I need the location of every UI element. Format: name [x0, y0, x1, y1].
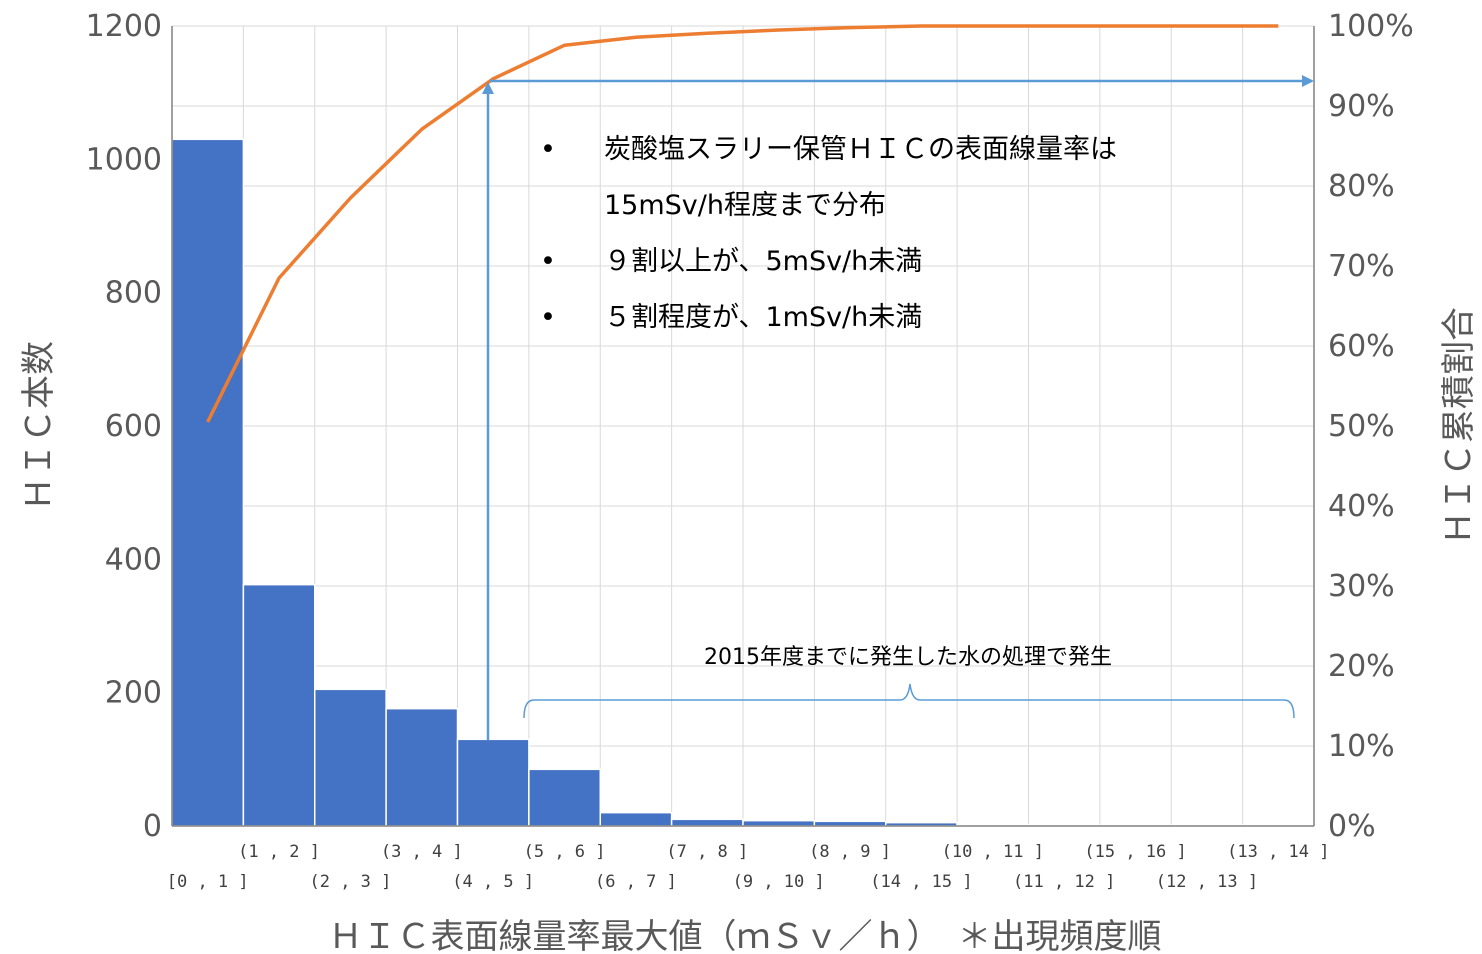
- category-label: (14 , 15 ]: [870, 872, 972, 892]
- y-tick-label: 800: [105, 276, 162, 311]
- y2-ticks: 0% 10% 20% 30% 40% 50% 60% 70% 80% 90% 100%: [1328, 9, 1414, 844]
- y-tick-label: 200: [105, 676, 162, 711]
- y2-tick-label: 60%: [1328, 329, 1395, 364]
- category-label: (1 , 2 ]: [238, 842, 320, 862]
- y2-tick-label: 10%: [1328, 729, 1395, 764]
- cumulative-line: [206, 24, 1279, 423]
- category-label: (7 , 8 ]: [666, 842, 748, 862]
- bar: [242, 583, 316, 827]
- y-tick-label: 600: [105, 409, 162, 444]
- bar: [456, 738, 530, 827]
- category-label: (12 , 13 ]: [1156, 872, 1258, 892]
- category-label: (11 , 12 ]: [1013, 872, 1115, 892]
- category-label: (5 , 6 ]: [524, 842, 606, 862]
- curly-brace: [523, 683, 1295, 719]
- y-tick-label: 0: [143, 809, 162, 844]
- category-label: (15 , 16 ]: [1084, 842, 1186, 862]
- y-axis-title: ＨＩＣ本数: [19, 341, 59, 511]
- y2-axis-title: ＨＩＣ累積割合: [1439, 307, 1479, 545]
- note-bullet-2: •: [540, 246, 556, 277]
- note-line-3: ９割以上が、5mSv/h未満: [604, 246, 922, 277]
- y-tick-label: 400: [105, 542, 162, 577]
- bar: [528, 768, 601, 827]
- y2-tick-label: 80%: [1328, 169, 1395, 204]
- y2-tick-label: 50%: [1328, 409, 1395, 444]
- bar: [742, 819, 816, 827]
- y-ticks: 0 200 400 600 800 1000 1200: [86, 9, 162, 844]
- notes: • 炭酸塩スラリー保管ＨＩＣの表面線量率は 15mSv/h程度まで分布 • ９割…: [540, 134, 1117, 333]
- bar: [670, 818, 744, 827]
- bar: [385, 707, 459, 827]
- category-label: [0 , 1 ]: [167, 872, 249, 892]
- bar: [314, 688, 387, 827]
- category-label: (9 , 10 ]: [733, 872, 825, 892]
- category-label: (4 , 5 ]: [452, 872, 534, 892]
- axes: [171, 26, 1315, 827]
- cumulative-polyline: [206, 24, 1279, 423]
- y2-tick-label: 100%: [1328, 9, 1414, 44]
- note-bullet-1: •: [540, 134, 556, 165]
- category-label: (8 , 9 ]: [809, 842, 891, 862]
- note-bullet-3: •: [540, 302, 556, 333]
- y2-tick-label: 40%: [1328, 489, 1395, 524]
- y2-tick-label: 70%: [1328, 249, 1395, 284]
- y2-tick-label: 90%: [1328, 89, 1395, 124]
- bars: [171, 138, 1315, 827]
- y2-tick-label: 20%: [1328, 649, 1395, 684]
- y2-tick-label: 0%: [1328, 809, 1376, 844]
- note-line-2: 15mSv/h程度まで分布: [604, 190, 886, 221]
- category-label: (2 , 3 ]: [309, 872, 391, 892]
- note-line-1: 炭酸塩スラリー保管ＨＩＣの表面線量率は: [604, 134, 1117, 165]
- category-label: (6 , 7 ]: [595, 872, 677, 892]
- y-tick-label: 1200: [86, 9, 162, 44]
- note-line-4: ５割程度が、1mSv/h未満: [604, 302, 922, 333]
- x-axis-title: ＨＩＣ表面線量率最大値（ｍＳｖ／ｈ） ＊出現頻度順: [329, 917, 1162, 954]
- y2-tick-label: 30%: [1328, 569, 1395, 604]
- brace-label: 2015年度までに発生した水の処理で発生: [704, 645, 1112, 670]
- bar: [171, 138, 245, 827]
- y-tick-label: 1000: [86, 142, 162, 177]
- category-label: (13 , 14 ]: [1227, 842, 1329, 862]
- bar: [599, 811, 673, 827]
- category-labels: [0 , 1 ] (1 , 2 ] (2 , 3 ] (3 , 4 ] (4 , 5 ]…: [167, 842, 1330, 892]
- category-label: (3 , 4 ]: [381, 842, 463, 862]
- gridlines: [172, 25, 1315, 826]
- category-label: (10 , 11 ]: [942, 842, 1044, 862]
